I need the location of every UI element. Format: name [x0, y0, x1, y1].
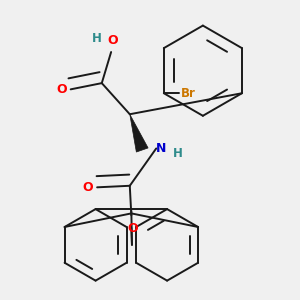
Text: Br: Br — [181, 87, 196, 100]
Text: H: H — [173, 147, 183, 160]
Polygon shape — [130, 114, 148, 152]
Text: O: O — [127, 222, 138, 235]
Text: H: H — [92, 32, 102, 45]
Text: N: N — [156, 142, 167, 155]
Text: O: O — [107, 34, 118, 47]
Text: O: O — [83, 181, 93, 194]
Text: O: O — [56, 83, 67, 96]
